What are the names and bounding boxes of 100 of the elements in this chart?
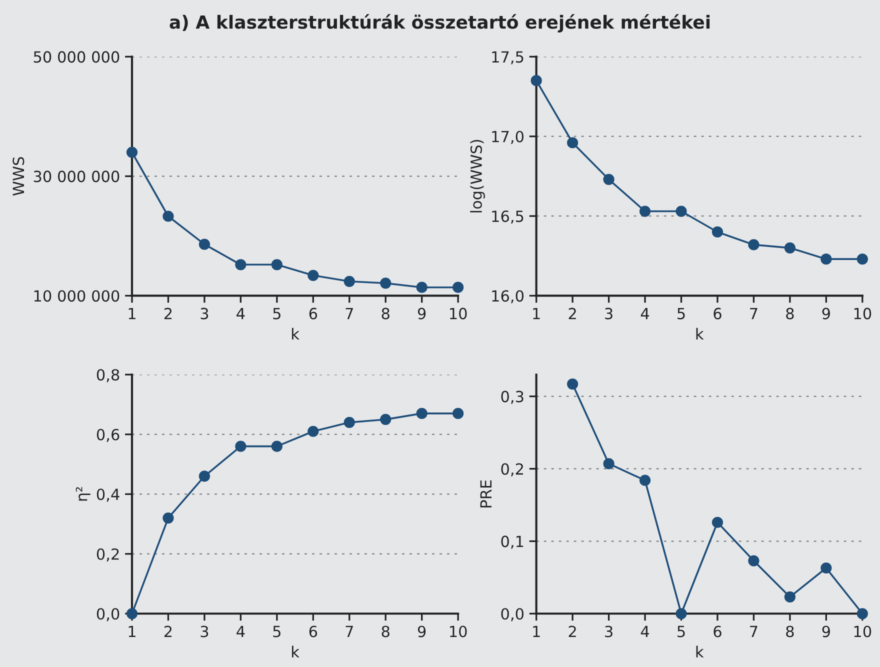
point <box>748 555 760 566</box>
point <box>235 259 246 270</box>
x-tick-label: 9 <box>822 308 830 320</box>
point <box>530 75 542 86</box>
point <box>271 440 282 452</box>
y-tick-label: 0,3 <box>501 390 524 404</box>
y-tick-label: 0,0 <box>96 608 120 622</box>
x-axis-title: k <box>696 328 704 340</box>
y-tick-label: 50 000 000 <box>34 51 120 63</box>
x-tick-label: 2 <box>164 308 172 320</box>
point <box>748 239 760 250</box>
x-tick-label: 5 <box>678 308 685 320</box>
point <box>639 206 651 217</box>
point <box>784 591 796 603</box>
point <box>162 512 174 524</box>
point <box>603 458 614 470</box>
x-tick-label: 6 <box>714 308 722 320</box>
x-tick-label: 8 <box>786 308 794 320</box>
x-tick-label: 6 <box>309 308 318 320</box>
x-tick-label: 9 <box>822 626 830 638</box>
y-axis-title: log(WWS) <box>470 140 485 212</box>
point <box>820 254 832 265</box>
x-tick-label: 1 <box>533 308 540 320</box>
x-tick-label: 3 <box>605 308 612 320</box>
point <box>271 259 282 270</box>
x-tick-label: 1 <box>128 626 136 638</box>
y-tick-label: 17,5 <box>492 51 524 64</box>
x-tick-label: 6 <box>714 626 722 638</box>
x-axis-title: k <box>292 328 300 340</box>
y-tick-label: 16,5 <box>492 210 524 224</box>
x-tick-label: 4 <box>640 626 650 638</box>
x-tick-label: 10 <box>854 626 872 638</box>
point <box>344 276 355 287</box>
y-tick-label: 10 000 000 <box>34 290 120 302</box>
y-tick-label: 30 000 000 <box>34 170 120 182</box>
point <box>603 174 614 185</box>
y-tick-label: 0,2 <box>96 548 119 562</box>
x-tick-label: 2 <box>568 626 576 638</box>
x-tick-label: 9 <box>418 308 426 320</box>
x-tick-label: 7 <box>346 308 353 320</box>
x-tick-label: 10 <box>450 626 467 638</box>
x-tick-label: 8 <box>382 626 390 638</box>
point <box>162 210 174 222</box>
x-tick-label: 6 <box>309 626 318 638</box>
x-tick-label: 5 <box>678 626 685 638</box>
point <box>126 146 138 158</box>
chart-title: a) A klaszterstruktúrák összetartó erejének mértékei <box>170 14 710 33</box>
point <box>308 426 319 437</box>
y-tick-label: 0,0 <box>501 608 524 622</box>
x-tick-label: 8 <box>382 308 390 320</box>
y-tick-label: 17,0 <box>492 130 524 144</box>
x-tick-label: 9 <box>418 626 426 638</box>
x-axis-title: k <box>292 646 300 658</box>
x-tick-label: 10 <box>854 308 872 320</box>
y-axis-title: WWS <box>12 157 24 196</box>
x-tick-label: 8 <box>786 626 794 638</box>
point <box>567 137 578 148</box>
point <box>380 414 392 425</box>
x-tick-label: 5 <box>273 626 280 638</box>
x-axis-title: k <box>696 646 704 658</box>
x-tick-label: 4 <box>236 626 245 638</box>
x-tick-label: 7 <box>750 308 758 320</box>
y-tick-label: 0,1 <box>501 536 524 549</box>
point <box>676 608 687 620</box>
point <box>344 416 355 428</box>
point <box>567 378 578 390</box>
y-axis-title: η² <box>76 487 90 501</box>
point <box>198 470 210 482</box>
point <box>416 408 428 420</box>
x-tick-label: 7 <box>346 626 353 638</box>
x-tick-label: 2 <box>164 626 172 638</box>
x-tick-label: 5 <box>273 308 280 320</box>
point <box>416 282 428 293</box>
point <box>235 440 246 452</box>
y-axis-title: PRE <box>480 480 492 508</box>
point <box>639 474 651 486</box>
point <box>380 278 392 289</box>
y-tick-label: 0,4 <box>96 488 120 502</box>
x-tick-label: 2 <box>568 308 576 320</box>
x-tick-label: 4 <box>236 308 245 320</box>
x-tick-label: 10 <box>450 308 467 320</box>
point <box>198 238 210 250</box>
point <box>452 282 464 293</box>
point <box>820 562 832 574</box>
x-tick-label: 3 <box>200 626 208 638</box>
x-tick-label: 7 <box>750 626 758 638</box>
y-tick-label: 0,6 <box>96 428 120 442</box>
point <box>856 254 868 265</box>
point <box>452 408 464 420</box>
x-tick-label: 4 <box>640 308 650 320</box>
x-tick-label: 3 <box>605 626 612 638</box>
y-tick-label: 0,8 <box>96 369 120 382</box>
point <box>712 226 724 238</box>
point <box>676 206 687 217</box>
x-tick-label: 1 <box>533 626 540 638</box>
point <box>784 242 796 254</box>
x-tick-label: 3 <box>200 308 208 320</box>
point <box>712 516 724 528</box>
point <box>308 270 319 281</box>
y-tick-label: 0,2 <box>501 463 523 476</box>
